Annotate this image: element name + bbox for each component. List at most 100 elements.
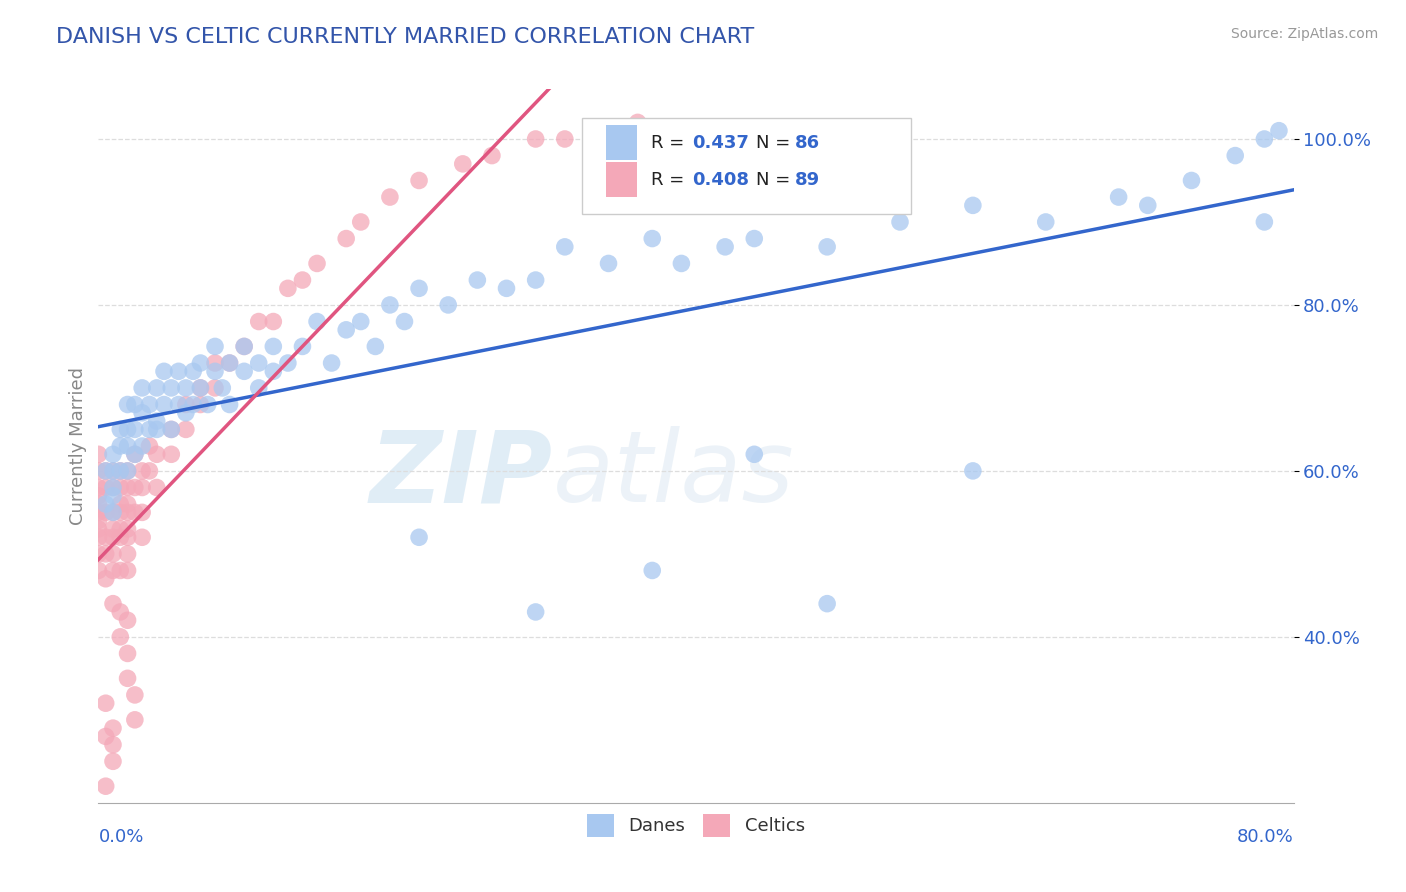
Point [218, 356, 240, 370]
Point [124, 397, 146, 411]
Point [524, 132, 547, 146]
Point [174, 381, 197, 395]
Point [598, 124, 620, 138]
Point [117, 422, 139, 436]
Point [138, 397, 160, 411]
Point [87, 547, 110, 561]
Point [262, 364, 284, 378]
Point [117, 397, 139, 411]
Point [204, 381, 226, 395]
Point [101, 597, 124, 611]
Point [204, 364, 226, 378]
Point [131, 530, 153, 544]
Point [160, 381, 183, 395]
Point [627, 115, 650, 129]
Point [101, 721, 124, 735]
Point [87, 489, 110, 503]
FancyBboxPatch shape [582, 118, 911, 214]
Point [110, 630, 132, 644]
Point [335, 323, 357, 337]
Point [110, 422, 132, 436]
Point [117, 547, 139, 561]
FancyBboxPatch shape [606, 125, 637, 160]
Point [437, 298, 460, 312]
Point [181, 364, 204, 378]
Point [451, 157, 474, 171]
Text: R =: R = [651, 134, 689, 152]
Point [190, 381, 212, 395]
Point [1253, 215, 1275, 229]
Point [262, 339, 284, 353]
Point [408, 530, 430, 544]
Point [1136, 198, 1159, 212]
Point [160, 447, 183, 461]
FancyBboxPatch shape [606, 162, 637, 197]
Point [110, 481, 132, 495]
Point [117, 497, 139, 511]
Point [291, 339, 314, 353]
Point [94, 481, 117, 495]
Point [101, 564, 124, 578]
Point [101, 530, 124, 544]
Point [124, 713, 146, 727]
Point [378, 190, 401, 204]
Point [110, 464, 132, 478]
Point [101, 754, 124, 768]
Point [408, 173, 430, 187]
Point [131, 464, 153, 478]
Point [117, 647, 139, 661]
Point [87, 514, 110, 528]
Text: 89: 89 [796, 171, 820, 189]
Point [742, 447, 765, 461]
Point [131, 406, 153, 420]
Point [117, 439, 139, 453]
Point [94, 779, 117, 793]
Point [174, 422, 197, 436]
Point [145, 414, 167, 428]
Point [233, 364, 256, 378]
Point [131, 439, 153, 453]
Point [962, 464, 984, 478]
Point [145, 481, 167, 495]
Text: N =: N = [756, 134, 796, 152]
Point [117, 564, 139, 578]
Point [742, 231, 765, 245]
Point [124, 481, 146, 495]
Point [153, 397, 176, 411]
Point [815, 240, 838, 254]
Point [94, 547, 117, 561]
Text: 0.0%: 0.0% [98, 828, 143, 846]
Point [117, 613, 139, 627]
Point [889, 215, 911, 229]
Point [110, 439, 132, 453]
Point [145, 447, 167, 461]
Point [962, 198, 984, 212]
Point [117, 522, 139, 536]
Point [117, 481, 139, 495]
Point [87, 497, 110, 511]
Point [117, 671, 139, 685]
Point [350, 314, 373, 328]
Text: 0.437: 0.437 [692, 134, 749, 152]
Point [145, 381, 167, 395]
Point [598, 256, 620, 270]
Point [124, 688, 146, 702]
Point [408, 281, 430, 295]
Point [378, 298, 401, 312]
Point [94, 730, 117, 744]
Point [110, 605, 132, 619]
Point [335, 231, 357, 245]
Point [101, 522, 124, 536]
Text: 86: 86 [796, 134, 820, 152]
Point [131, 481, 153, 495]
Point [218, 356, 240, 370]
Text: N =: N = [756, 171, 796, 189]
Point [671, 256, 693, 270]
Point [174, 397, 197, 411]
Point [277, 356, 299, 370]
Point [117, 530, 139, 544]
Point [153, 364, 176, 378]
Point [138, 439, 160, 453]
Point [305, 256, 328, 270]
Text: ZIP: ZIP [370, 426, 553, 523]
